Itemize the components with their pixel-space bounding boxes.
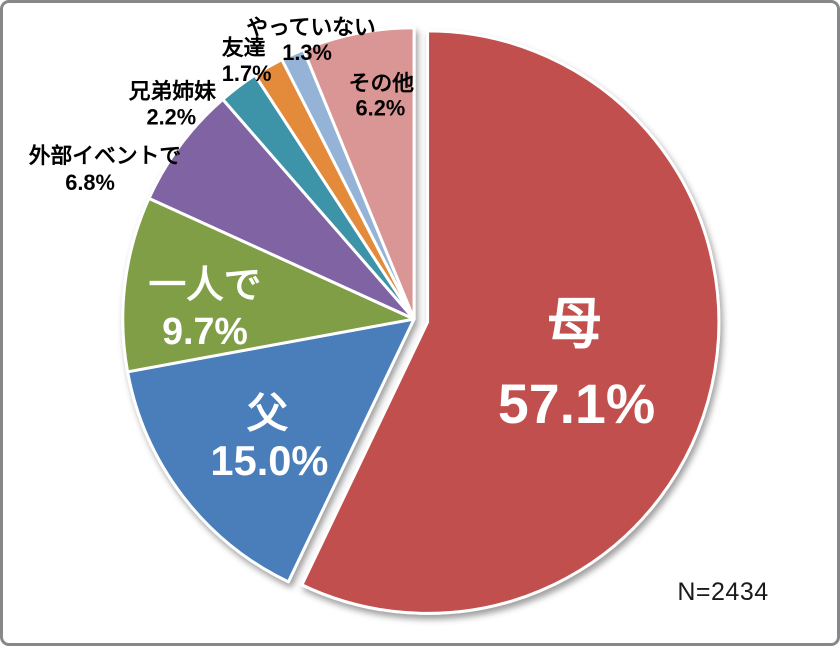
slice-value-label-5: 2.2% xyxy=(147,104,197,129)
slice-name-label-6: 友達 xyxy=(222,35,266,60)
pie-slice-2 xyxy=(126,317,416,584)
slice-value-label-7: 1.3% xyxy=(282,40,332,65)
slice-name-label-7: やっていない xyxy=(246,14,376,39)
sample-size-label: N=2434 xyxy=(677,578,769,606)
slice-value-label-8: 6.2% xyxy=(356,96,406,121)
slice-name-label-8: その他 xyxy=(349,71,415,96)
slice-name-label-4: 外部イベントで xyxy=(29,143,181,168)
slice-name-label-3: 一人で xyxy=(149,263,262,305)
pie-slice-4 xyxy=(147,97,416,321)
pie-slice-8 xyxy=(301,26,416,321)
slice-name-label-2: 父 xyxy=(247,390,289,437)
pie-slice-3 xyxy=(121,196,416,374)
slice-name-label-1: 母 xyxy=(547,293,602,355)
slice-value-label-6: 1.7% xyxy=(222,61,272,86)
slice-value-label-1: 57.1% xyxy=(498,373,655,435)
pie-slice-1 xyxy=(300,29,721,615)
pie-group xyxy=(121,26,721,615)
slice-value-label-2: 15.0% xyxy=(210,437,328,484)
slice-value-label-3: 9.7% xyxy=(162,310,248,352)
slice-name-label-5: 兄弟姉妹 xyxy=(128,79,216,104)
slice-value-label-4: 6.8% xyxy=(65,170,115,195)
